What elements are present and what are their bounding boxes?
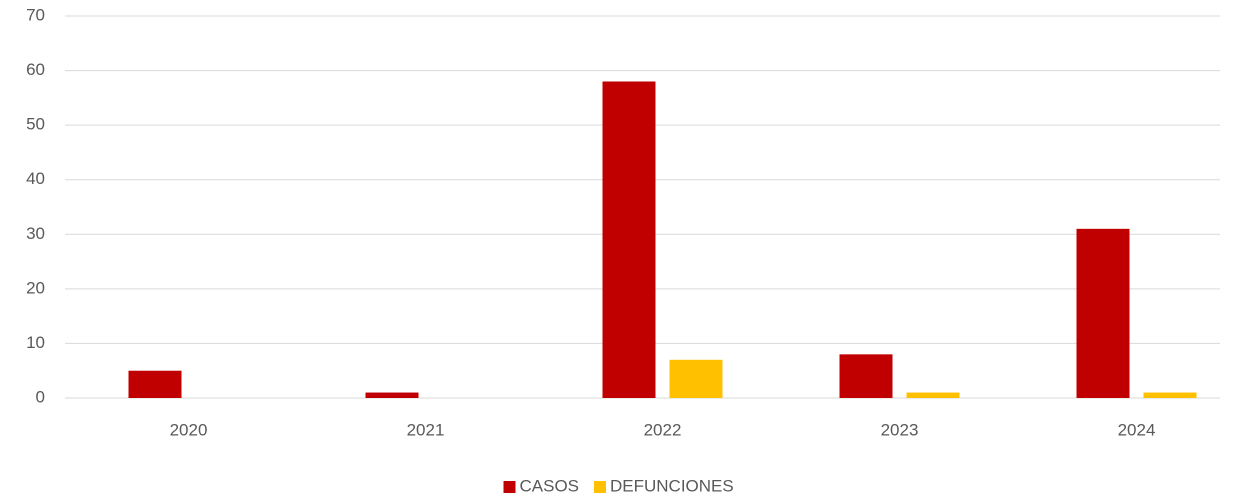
x-tick-label: 2022 — [644, 420, 682, 439]
x-tick-label: 2023 — [881, 420, 919, 439]
x-tick-label: 2021 — [407, 420, 445, 439]
y-tick-label: 20 — [26, 278, 45, 297]
y-tick-label: 70 — [26, 5, 45, 24]
y-tick-label: 10 — [26, 333, 45, 352]
y-tick-label: 60 — [26, 60, 45, 79]
bar — [602, 81, 656, 398]
bar — [1143, 392, 1197, 398]
legend-swatch — [594, 481, 606, 493]
y-tick-label: 30 — [26, 224, 45, 243]
legend-label: DEFUNCIONES — [610, 476, 734, 495]
x-tick-label: 2024 — [1118, 420, 1156, 439]
y-tick-label: 50 — [26, 115, 45, 134]
bar — [365, 392, 419, 398]
bar — [669, 359, 723, 398]
legend-label: CASOS — [520, 476, 580, 495]
legend-swatch — [503, 481, 516, 493]
bar — [1076, 228, 1130, 398]
y-tick-label: 0 — [36, 387, 45, 406]
bar — [839, 354, 893, 398]
bar — [128, 370, 182, 398]
y-tick-label: 40 — [26, 169, 45, 188]
x-tick-label: 2020 — [170, 420, 208, 439]
bar — [906, 392, 960, 398]
